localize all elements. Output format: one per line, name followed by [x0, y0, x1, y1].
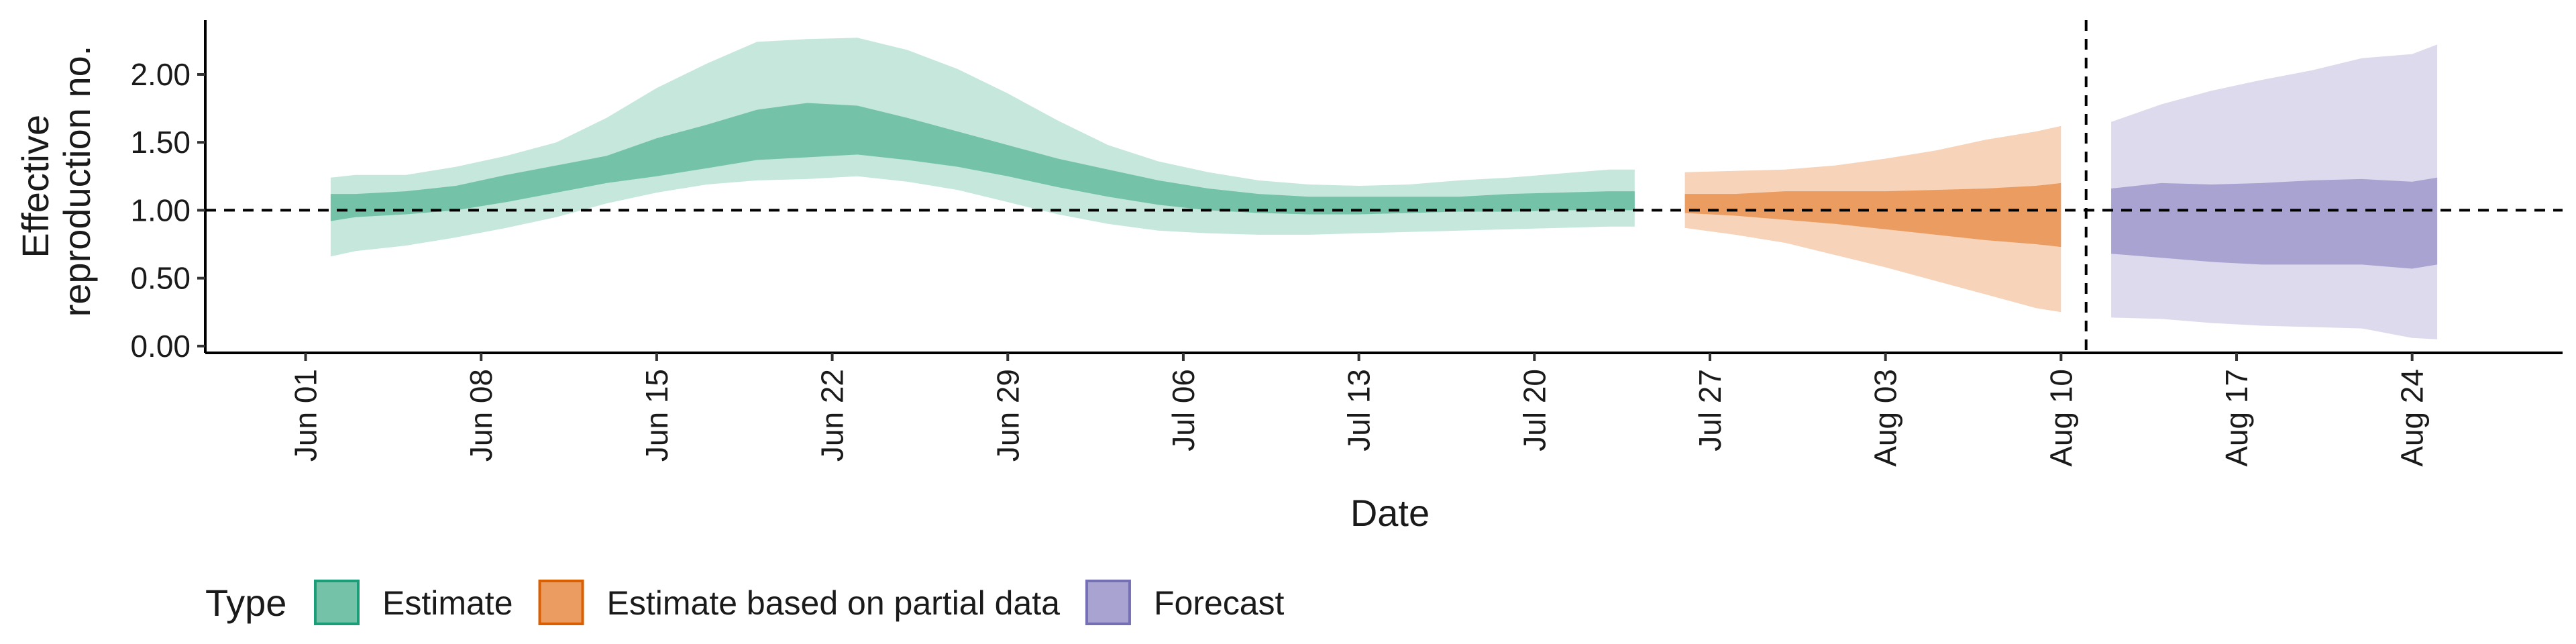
x-tick-label: Jul 20 [1517, 369, 1552, 451]
x-tick-label: Jun 29 [990, 369, 1025, 462]
series-2-inner-band [2111, 177, 2438, 269]
legend: Type Estimate Estimate based on partial d… [205, 580, 1285, 625]
x-tick-label: Aug 03 [1868, 369, 1903, 467]
y-tick-label: 0.00 [130, 329, 191, 364]
x-tick-label: Jul 13 [1342, 369, 1377, 451]
legend-swatch-1 [538, 580, 584, 625]
x-tick-label: Jun 15 [639, 369, 674, 462]
series-1-inner-band [1684, 182, 2061, 248]
x-tick-label: Aug 17 [2219, 369, 2254, 467]
y-tick-label: 1.50 [130, 125, 191, 160]
y-tick-label: 2.00 [130, 57, 191, 92]
y-tick-label: 0.50 [130, 261, 191, 296]
y-axis-title-line-1: Effective [14, 115, 56, 258]
legend-label-1: Estimate based on partial data [607, 584, 1061, 622]
axes: 0.00 0.50 1.00 1.50 2.00 Jun 01 Jun 08 Jun 15 Ju… [130, 20, 2563, 467]
legend-title: Type [205, 582, 286, 624]
x-axis-title: Date [1350, 492, 1430, 534]
legend-swatch-2 [1085, 580, 1131, 625]
x-tick-label: Jul 06 [1166, 369, 1201, 451]
x-tick-label: Jul 27 [1693, 369, 1727, 451]
series-0-inner-band [330, 103, 1635, 221]
x-tick-label: Jun 08 [464, 369, 498, 462]
y-axis-title: Effective reproduction no. [14, 46, 98, 317]
y-axis-title-line-2: reproduction no. [56, 46, 98, 317]
legend-label-0: Estimate [382, 584, 513, 622]
x-tick-label: Jun 22 [815, 369, 850, 462]
x-tick-label: Aug 24 [2395, 369, 2430, 467]
legend-label-2: Forecast [1154, 584, 1285, 622]
ribbon-layer [330, 38, 2438, 339]
y-tick-label: 1.00 [130, 193, 191, 227]
x-tick-label: Aug 10 [2043, 369, 2078, 467]
legend-swatch-0 [314, 580, 360, 625]
x-tick-label: Jun 01 [288, 369, 323, 462]
